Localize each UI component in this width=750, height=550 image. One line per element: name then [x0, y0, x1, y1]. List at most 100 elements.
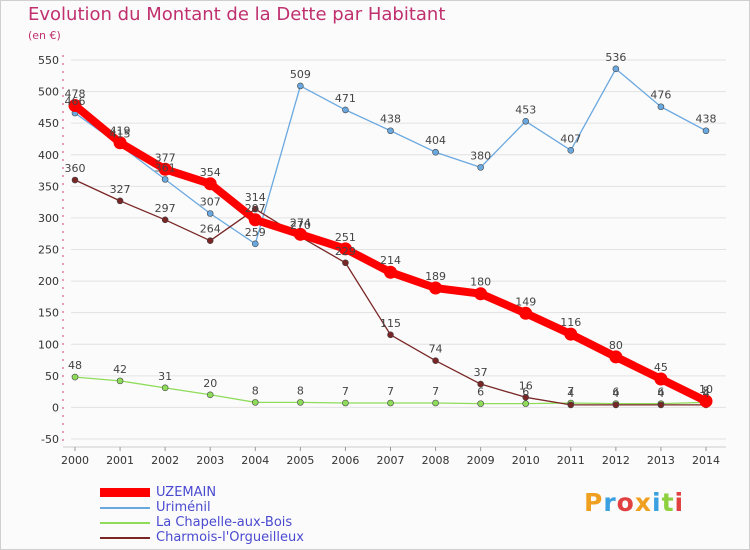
- data-point: [251, 240, 259, 248]
- data-point: [387, 331, 394, 339]
- data-point: [113, 136, 127, 150]
- data-point: [654, 372, 668, 386]
- data-label: 214: [380, 254, 401, 267]
- legend-label: Charmois-l'Orgueilleux: [156, 530, 304, 545]
- data-point: [657, 401, 665, 409]
- data-point: [338, 242, 352, 256]
- data-point: [158, 162, 172, 176]
- y-tick-label: 100: [38, 338, 59, 351]
- data-label: 189: [425, 270, 446, 283]
- data-point: [567, 401, 575, 409]
- data-point: [519, 306, 533, 320]
- data-label: 4: [567, 387, 574, 400]
- data-point: [71, 176, 79, 184]
- data-point: [206, 210, 214, 217]
- x-tick-label: 2013: [647, 454, 675, 467]
- data-label: 476: [650, 89, 671, 102]
- data-label: 297: [245, 202, 266, 215]
- data-label: 116: [560, 316, 581, 329]
- x-tick-label: 2003: [196, 454, 224, 467]
- data-label: 536: [605, 51, 626, 64]
- x-tick-label: 2004: [241, 454, 269, 467]
- legend-item: La Chapelle-aux-Bois: [100, 515, 304, 530]
- y-tick-label: 450: [38, 117, 59, 130]
- data-label: 354: [200, 166, 221, 179]
- data-point: [387, 399, 394, 407]
- legend-label: La Chapelle-aux-Bois: [156, 515, 293, 530]
- y-tick-label: 350: [38, 180, 59, 193]
- data-label: 314: [245, 191, 266, 204]
- data-point: [342, 399, 349, 407]
- data-label: 259: [245, 226, 266, 239]
- y-tick-label: 50: [45, 370, 59, 383]
- x-tick-label: 2009: [467, 454, 495, 467]
- data-point: [116, 377, 124, 385]
- y-tick-label: 400: [38, 149, 59, 162]
- data-point: [474, 287, 488, 301]
- data-label: 31: [158, 370, 172, 383]
- data-label: 297: [155, 202, 176, 215]
- data-point: [297, 82, 304, 90]
- legend-item: Charmois-l'Orgueilleux: [100, 530, 304, 545]
- data-label: 438: [380, 113, 401, 126]
- x-tick-label: 2000: [61, 454, 89, 467]
- data-point: [477, 380, 484, 388]
- data-point: [206, 391, 214, 399]
- y-tick-label: 150: [38, 307, 59, 320]
- chart-title: Evolution du Montant de la Dette par Hab…: [28, 4, 446, 25]
- legend-swatch: [100, 488, 150, 497]
- y-tick-label: 0: [52, 401, 59, 414]
- data-point: [609, 350, 623, 364]
- data-label: 509: [290, 68, 311, 81]
- data-label: 471: [335, 92, 356, 105]
- data-point: [699, 394, 713, 408]
- data-label: 8: [297, 384, 304, 397]
- data-point: [251, 205, 259, 213]
- y-tick-label: 500: [38, 86, 59, 99]
- x-tick-label: 2011: [557, 454, 585, 467]
- data-point: [251, 399, 259, 406]
- y-tick-label: -50: [41, 433, 59, 446]
- data-label: 229: [335, 245, 356, 258]
- data-label: 380: [470, 149, 491, 162]
- data-point: [432, 399, 439, 407]
- data-point: [116, 197, 124, 205]
- data-label: 274: [290, 216, 311, 229]
- data-point: [342, 259, 349, 267]
- y-tick-label: 200: [38, 275, 59, 288]
- data-point: [71, 373, 79, 381]
- data-point: [522, 394, 530, 401]
- data-label: 438: [696, 113, 717, 126]
- data-point: [564, 327, 578, 341]
- data-label: 6: [612, 386, 619, 399]
- data-label: 48: [68, 359, 82, 372]
- x-tick-label: 2008: [422, 454, 450, 467]
- data-point: [161, 384, 169, 392]
- y-tick-label: 300: [38, 212, 59, 225]
- data-point: [522, 400, 530, 407]
- data-label: 4: [703, 387, 710, 400]
- x-tick-label: 2002: [151, 454, 179, 467]
- data-label: 360: [65, 162, 86, 175]
- data-label: 8: [252, 384, 259, 397]
- data-point: [702, 127, 710, 135]
- y-tick-label: 250: [38, 244, 59, 257]
- legend-swatch: [100, 521, 150, 524]
- data-label: 361: [155, 161, 176, 174]
- data-label: 404: [425, 134, 446, 147]
- x-tick-label: 2007: [377, 454, 405, 467]
- data-point: [161, 216, 169, 224]
- data-label: 453: [515, 103, 536, 116]
- data-point: [161, 176, 169, 183]
- chart-subtitle: (en €): [28, 29, 61, 42]
- data-label: 270: [290, 219, 311, 232]
- data-label: 10: [699, 383, 713, 396]
- data-label: 7: [387, 385, 394, 398]
- data-point: [657, 103, 665, 111]
- data-point: [612, 65, 620, 73]
- data-label: 419: [110, 125, 131, 138]
- data-label: 264: [200, 223, 221, 236]
- data-label: 327: [110, 183, 131, 196]
- data-label: 4: [657, 387, 664, 400]
- data-label: 7: [567, 385, 574, 398]
